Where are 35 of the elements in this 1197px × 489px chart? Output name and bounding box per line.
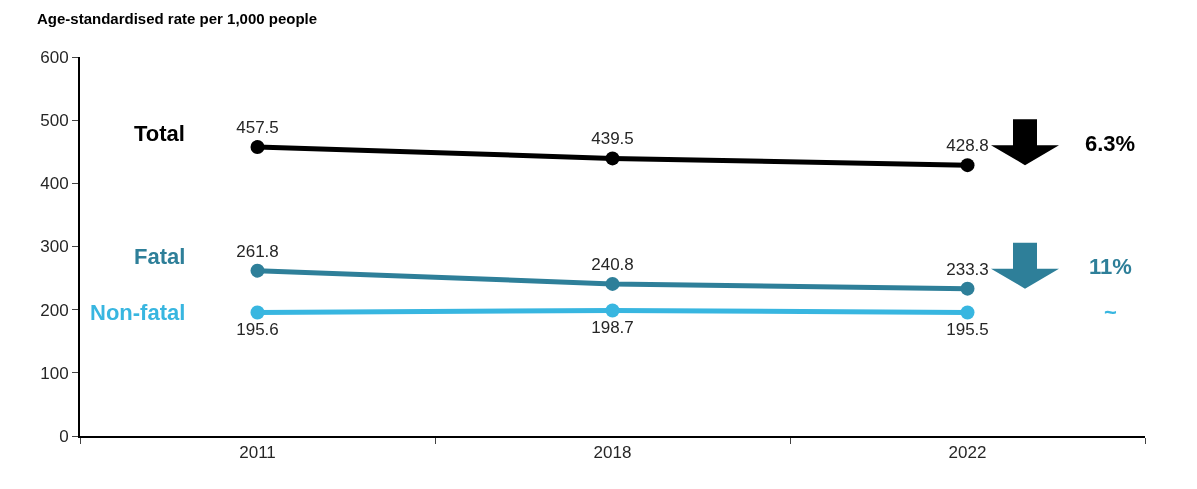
y-tick-label: 100: [40, 363, 69, 383]
data-label: 240.8: [591, 254, 634, 274]
data-label: 428.8: [946, 136, 989, 156]
point: [605, 151, 620, 166]
data-label: 198.7: [591, 317, 634, 337]
point: [250, 140, 265, 154]
x-tick-label: 2011: [239, 443, 276, 463]
annotation: 6.3%: [1085, 131, 1136, 156]
point: [250, 305, 265, 320]
point: [605, 276, 620, 291]
y-tick-label: 400: [40, 174, 69, 194]
y-tick-label: 500: [40, 111, 69, 131]
text: Fatal: [134, 244, 186, 269]
text: Total: [134, 121, 185, 146]
point: [960, 158, 975, 173]
y-tick-label: 600: [40, 47, 69, 67]
x-tick-label: 2022: [948, 443, 987, 463]
y-tick-label: 300: [40, 237, 69, 257]
point: [605, 303, 620, 318]
data-label: 233.3: [946, 259, 989, 279]
annotation: ~: [1104, 300, 1117, 325]
point: [960, 305, 975, 320]
data-label: 261.8: [236, 241, 279, 261]
x-tick-label: 2018: [593, 443, 632, 463]
text: Non-fatal: [90, 300, 186, 325]
y-tick-label: 0: [59, 426, 69, 446]
y-tick-label: 200: [40, 300, 69, 320]
point: [960, 281, 975, 296]
data-label: 195.6: [236, 319, 279, 339]
annotation: 11%: [1089, 254, 1132, 279]
data-label: 195.5: [946, 320, 989, 340]
y-axis-title: Age-standardised rate per 1,000 people: [37, 10, 318, 27]
data-label: 439.5: [591, 129, 634, 149]
data-label: 457.5: [236, 118, 279, 138]
point: [250, 263, 265, 278]
